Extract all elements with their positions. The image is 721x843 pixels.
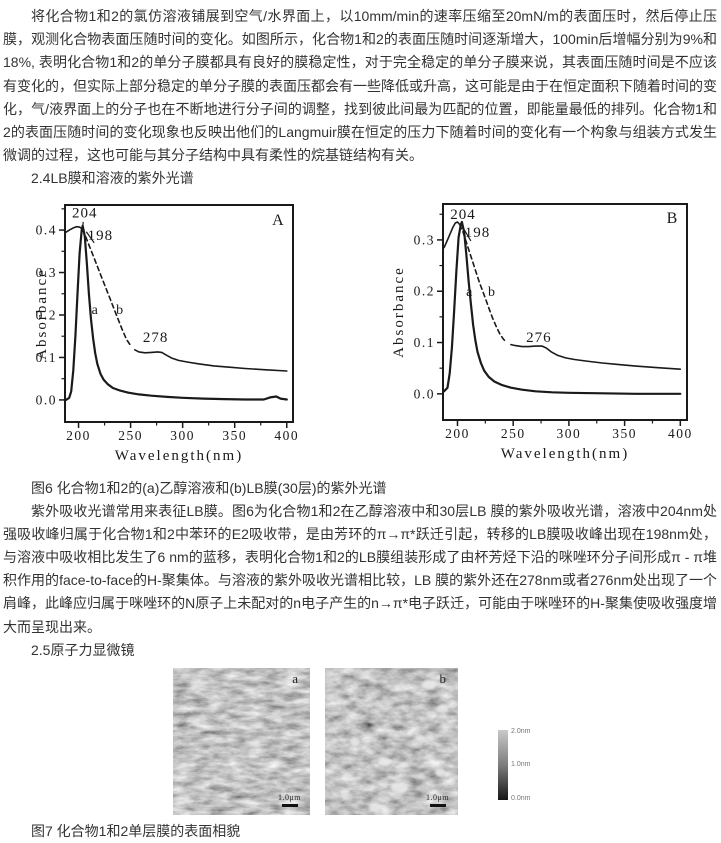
section-heading-2-5: 2.5原子力显微镜 bbox=[0, 639, 721, 662]
colorbar-label-bottom: 0.0nm bbox=[511, 795, 530, 802]
afm-image-b: b 1.0μm bbox=[325, 668, 458, 815]
svg-text:0.2: 0.2 bbox=[414, 283, 435, 298]
svg-text:204: 204 bbox=[72, 205, 98, 221]
afm-scale-bar-b bbox=[430, 804, 446, 807]
paragraph-uv-analysis: 紫外吸收光谱常用来表征LB膜。图6为化合物1和2在乙醇溶液中和30层LB 膜的紫… bbox=[0, 500, 721, 639]
svg-text:204: 204 bbox=[450, 207, 476, 223]
svg-text:0.0: 0.0 bbox=[414, 386, 435, 401]
svg-text:200: 200 bbox=[66, 428, 91, 443]
svg-text:a: a bbox=[466, 284, 473, 299]
colorbar-label-mid: 1.0nm bbox=[511, 761, 530, 768]
svg-text:350: 350 bbox=[612, 426, 637, 441]
svg-text:Absorbance: Absorbance bbox=[35, 268, 50, 360]
svg-text:250: 250 bbox=[501, 426, 526, 441]
svg-text:0.4: 0.4 bbox=[36, 222, 57, 237]
svg-text:0.1: 0.1 bbox=[414, 335, 435, 350]
svg-text:0.0: 0.0 bbox=[36, 392, 57, 407]
svg-text:B: B bbox=[667, 210, 679, 227]
svg-text:400: 400 bbox=[274, 428, 299, 443]
svg-text:A: A bbox=[272, 212, 285, 229]
colorbar-label-top: 2.0nm bbox=[511, 728, 530, 735]
svg-text:a: a bbox=[92, 303, 99, 318]
afm-scale-label-b: 1.0μm bbox=[426, 793, 449, 802]
paragraph-film-stability: 将化合物1和2的氯仿溶液铺展到空气/水界面上，以10mm/min的速率压缩至20… bbox=[0, 0, 721, 167]
svg-text:276: 276 bbox=[526, 330, 552, 346]
svg-text:b: b bbox=[116, 303, 124, 318]
svg-text:198: 198 bbox=[88, 227, 114, 243]
svg-text:0.3: 0.3 bbox=[414, 232, 435, 247]
afm-scale-label-a: 1.0μm bbox=[278, 793, 301, 802]
svg-text:250: 250 bbox=[118, 428, 143, 443]
svg-text:Wavelength(nm): Wavelength(nm) bbox=[501, 446, 629, 462]
uv-spectrum-chart-b: 200 250 300 350 400 0.0 0.1 0.2 0.3 Wavelength(nm… bbox=[393, 194, 720, 477]
afm-image-a: a 1.0μm bbox=[173, 668, 310, 815]
figure6-caption: 图6 化合物1和2的(a)乙醇溶液和(b)LB膜(30层)的紫外光谱 bbox=[0, 477, 721, 500]
afm-panel-label-b: b bbox=[440, 671, 447, 687]
svg-text:350: 350 bbox=[222, 428, 247, 443]
afm-height-colorbar bbox=[498, 730, 508, 800]
svg-text:Absorbance: Absorbance bbox=[393, 266, 407, 358]
figure7-caption: 图7 化合物1和2单层膜的表面相貌 bbox=[0, 820, 721, 843]
afm-scale-bar-a bbox=[282, 804, 298, 807]
figure6-charts: 200 250 300 350 400 0.0 0.1 0.2 0.3 0.4 Wavelength… bbox=[35, 194, 721, 477]
afm-panel-label-a: a bbox=[292, 671, 298, 687]
svg-text:300: 300 bbox=[557, 426, 582, 441]
svg-text:Wavelength(nm): Wavelength(nm) bbox=[115, 448, 243, 464]
section-heading-2-4: 2.4LB膜和溶液的紫外光谱 bbox=[0, 167, 721, 190]
svg-text:400: 400 bbox=[668, 426, 693, 441]
svg-text:300: 300 bbox=[170, 428, 195, 443]
svg-text:198: 198 bbox=[465, 224, 491, 240]
figure7-afm-images: a 1.0μm bbox=[0, 668, 721, 820]
svg-text:278: 278 bbox=[143, 330, 169, 346]
svg-text:200: 200 bbox=[445, 426, 470, 441]
svg-text:b: b bbox=[488, 284, 496, 299]
